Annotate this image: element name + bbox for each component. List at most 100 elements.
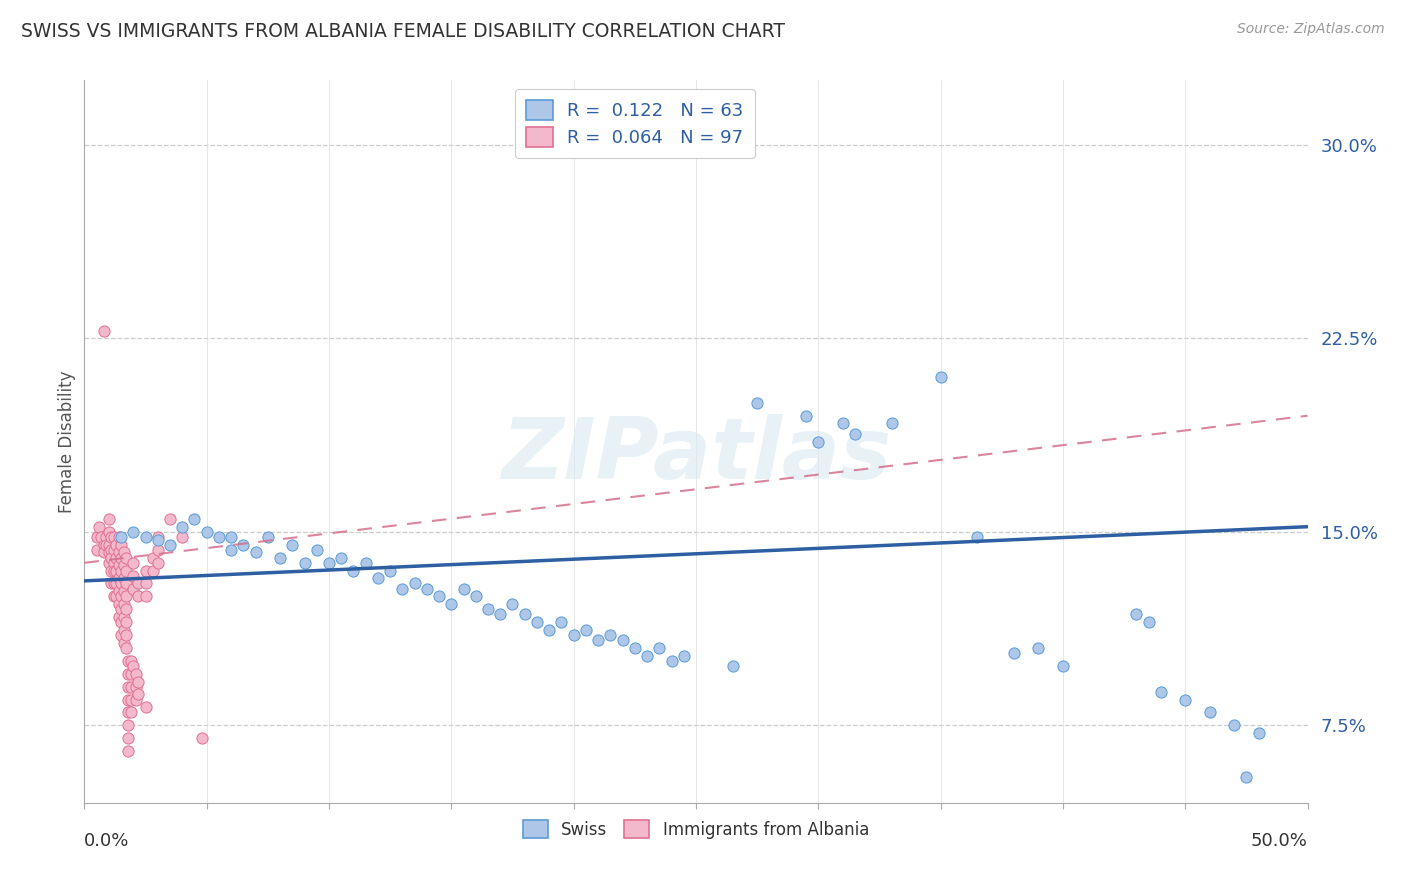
Point <box>86 542 108 557</box>
Point <box>586 633 609 648</box>
Point <box>146 556 169 570</box>
Point <box>135 530 157 544</box>
Point <box>117 744 139 758</box>
Point <box>112 623 135 637</box>
Point <box>122 556 145 570</box>
Point <box>120 680 142 694</box>
Point <box>97 538 120 552</box>
Point <box>135 590 157 604</box>
Point <box>112 610 135 624</box>
Point <box>97 512 120 526</box>
Point <box>807 434 830 449</box>
Text: SWISS VS IMMIGRANTS FROM ALBANIA FEMALE DISABILITY CORRELATION CHART: SWISS VS IMMIGRANTS FROM ALBANIA FEMALE … <box>21 22 785 41</box>
Point <box>93 538 115 552</box>
Point <box>110 564 132 578</box>
Point <box>1137 615 1160 630</box>
Point <box>86 530 108 544</box>
Point <box>105 576 128 591</box>
Text: ZIPatlas: ZIPatlas <box>501 415 891 498</box>
Point <box>142 564 165 578</box>
Point <box>648 640 671 655</box>
Point <box>146 530 169 544</box>
Point <box>107 610 129 624</box>
Point <box>159 538 181 552</box>
Point <box>107 571 129 585</box>
Point <box>93 324 115 338</box>
Point <box>195 524 218 539</box>
Point <box>112 558 135 573</box>
Point <box>191 731 214 746</box>
Point <box>105 538 128 552</box>
Text: Source: ZipAtlas.com: Source: ZipAtlas.com <box>1237 22 1385 37</box>
Point <box>97 545 120 559</box>
Point <box>122 524 145 539</box>
Point <box>112 636 135 650</box>
Point <box>103 530 125 544</box>
Point <box>172 530 194 544</box>
Point <box>110 602 132 616</box>
Point <box>880 417 903 431</box>
Point <box>90 530 112 544</box>
Point <box>464 590 486 604</box>
Text: 50.0%: 50.0% <box>1251 831 1308 850</box>
Point <box>117 731 139 746</box>
Point <box>96 538 118 552</box>
Point <box>127 590 149 604</box>
Point <box>105 550 128 565</box>
Point <box>120 706 142 720</box>
Point <box>550 615 572 630</box>
Point <box>404 576 426 591</box>
Point <box>721 659 744 673</box>
Point <box>612 633 634 648</box>
Point <box>120 666 142 681</box>
Point <box>831 417 853 431</box>
Point <box>575 623 598 637</box>
Point <box>1002 646 1025 660</box>
Point <box>110 628 132 642</box>
Point <box>294 556 316 570</box>
Point <box>117 706 139 720</box>
Point <box>93 545 115 559</box>
Point <box>135 700 157 714</box>
Point <box>125 680 148 694</box>
Point <box>115 590 138 604</box>
Point <box>115 628 138 642</box>
Point <box>1223 718 1246 732</box>
Point <box>110 538 132 552</box>
Point <box>127 576 149 591</box>
Point <box>135 564 157 578</box>
Point <box>367 571 389 585</box>
Point <box>103 576 125 591</box>
Point <box>929 370 952 384</box>
Point <box>1236 770 1258 784</box>
Point <box>107 584 129 599</box>
Point <box>453 582 475 596</box>
Point <box>477 602 499 616</box>
Point <box>208 530 231 544</box>
Point <box>146 542 169 557</box>
Point <box>115 550 138 565</box>
Point <box>427 590 450 604</box>
Point <box>125 666 148 681</box>
Point <box>105 564 128 578</box>
Point <box>599 628 621 642</box>
Point <box>172 519 194 533</box>
Point <box>747 396 769 410</box>
Legend: Swiss, Immigrants from Albania: Swiss, Immigrants from Albania <box>513 810 879 848</box>
Y-axis label: Female Disability: Female Disability <box>58 370 76 513</box>
Point <box>100 576 122 591</box>
Point <box>257 530 280 544</box>
Point <box>1052 659 1074 673</box>
Point <box>110 576 132 591</box>
Point <box>103 590 125 604</box>
Point <box>624 640 647 655</box>
Point <box>96 530 118 544</box>
Point <box>110 530 132 544</box>
Point <box>1028 640 1050 655</box>
Point <box>440 597 463 611</box>
Point <box>100 530 122 544</box>
Point <box>391 582 413 596</box>
Point <box>122 582 145 596</box>
Point <box>489 607 512 622</box>
Point <box>1247 726 1270 740</box>
